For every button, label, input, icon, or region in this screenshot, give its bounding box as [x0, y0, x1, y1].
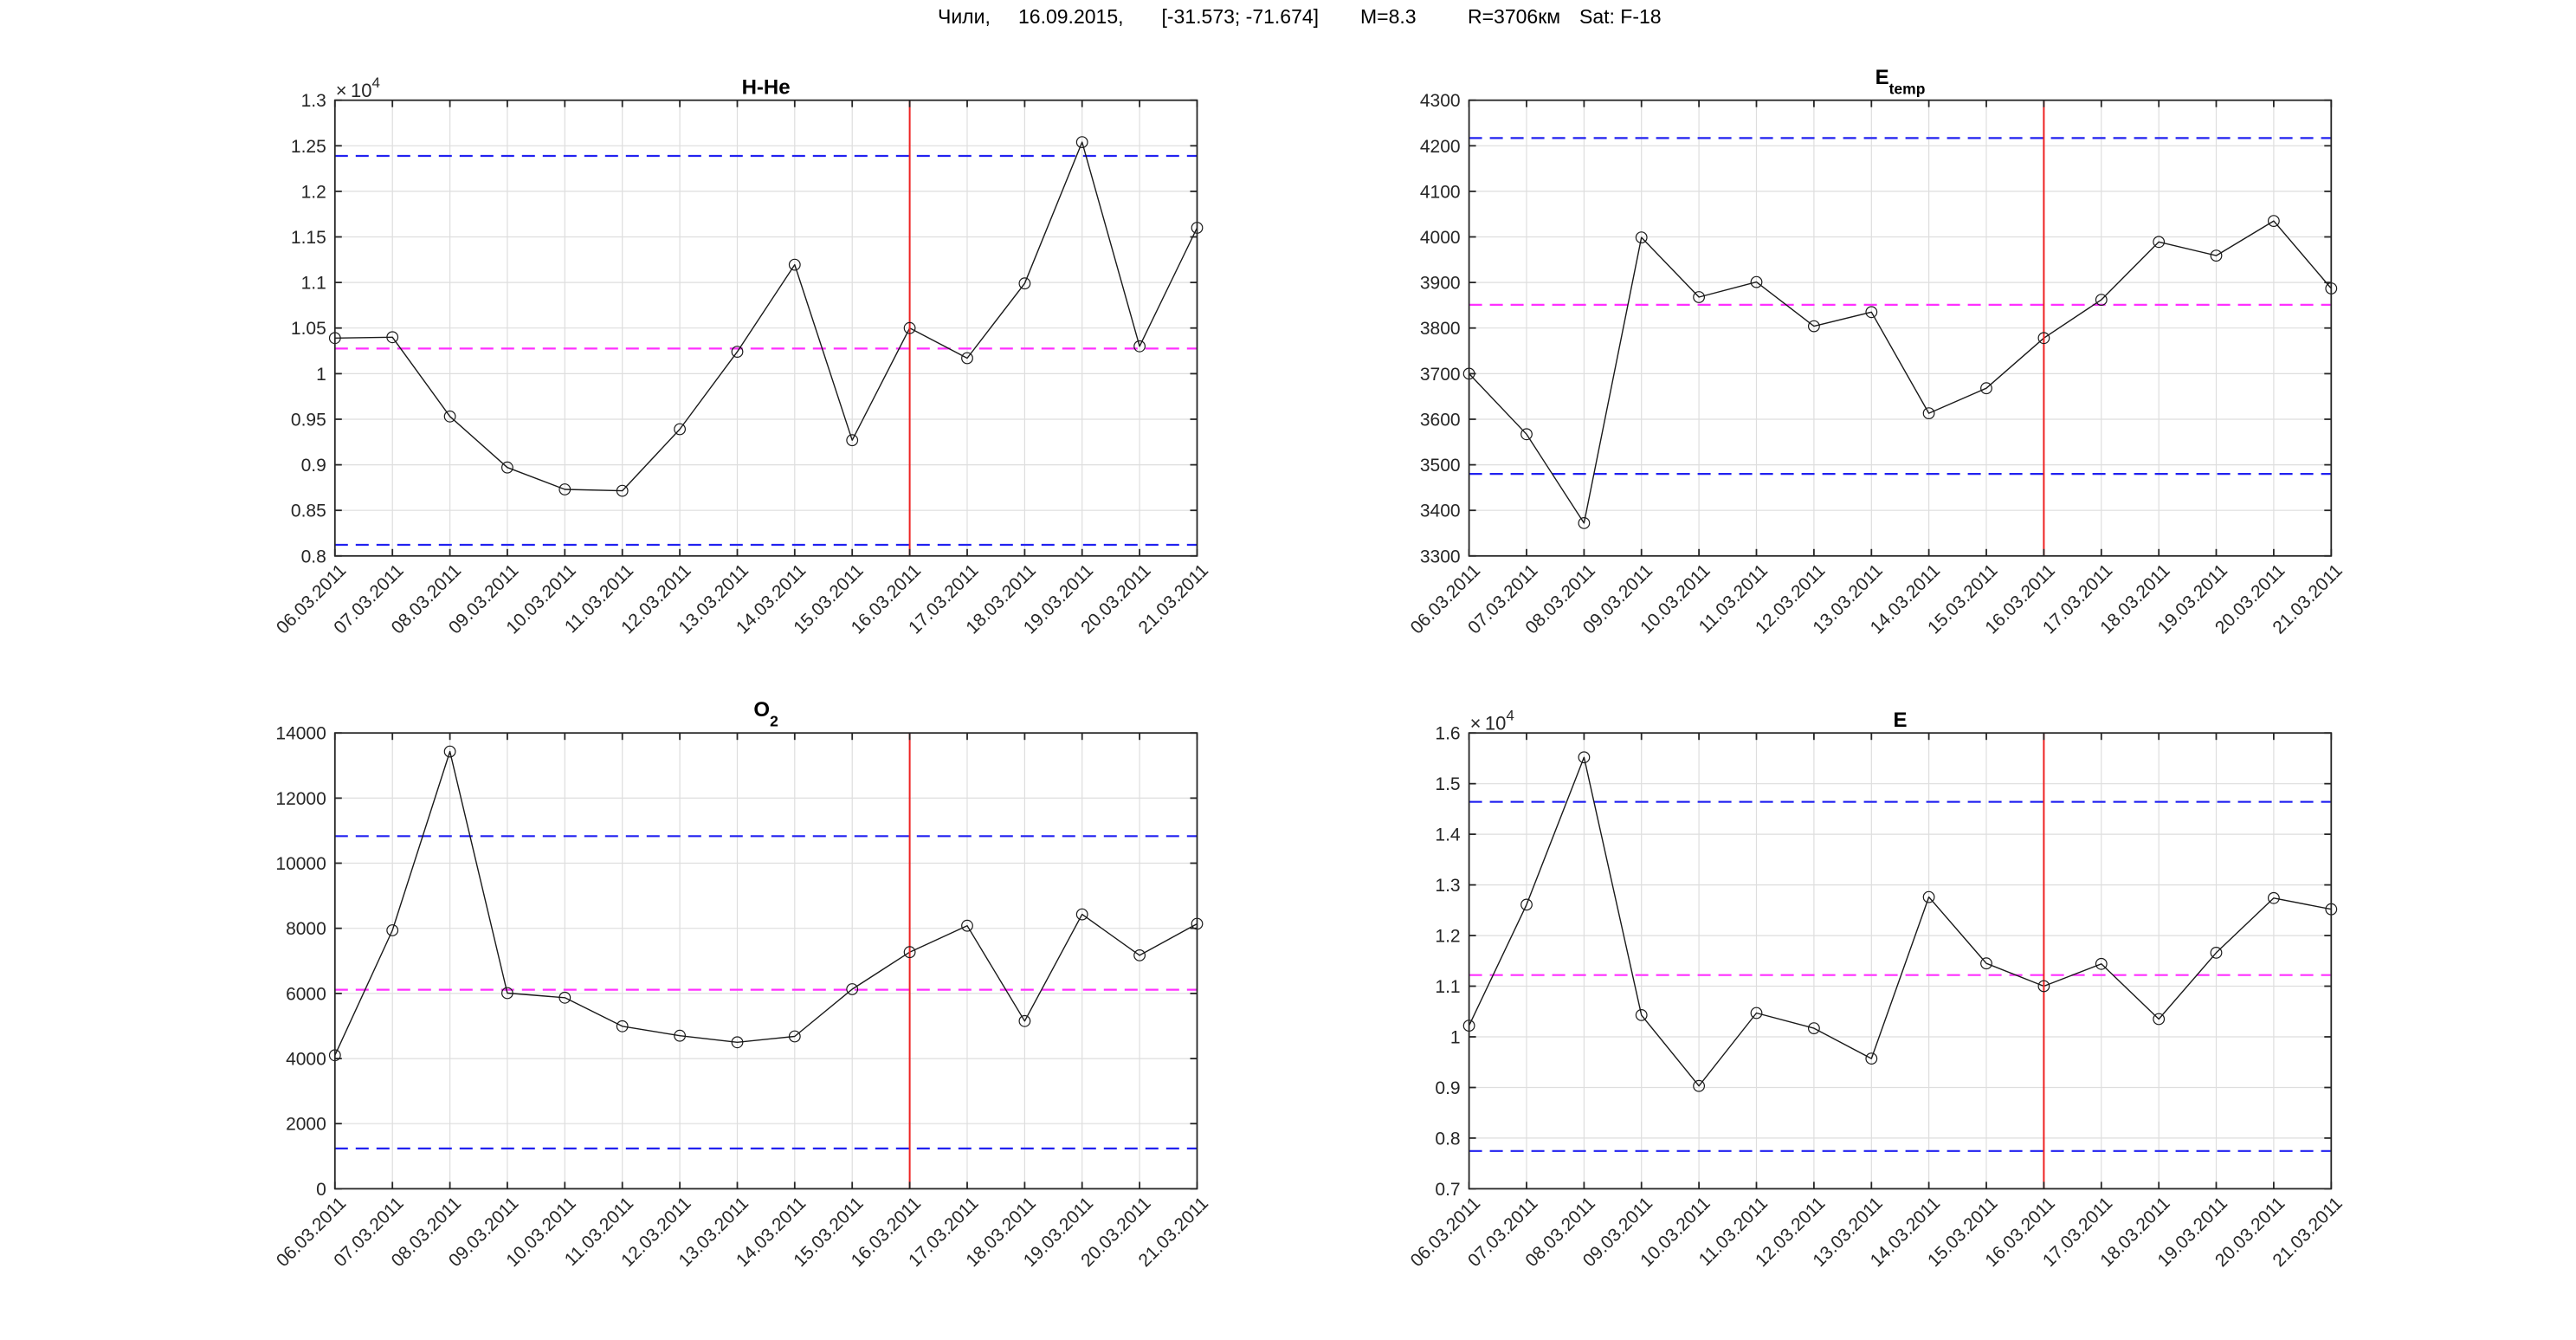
- svg-text:[-31.573; -71.674]: [-31.573; -71.674]: [1162, 5, 1320, 28]
- svg-text:0.95: 0.95: [291, 411, 326, 430]
- svg-text:2000: 2000: [286, 1115, 326, 1135]
- svg-text:3800: 3800: [1420, 319, 1461, 339]
- svg-text:16.09.2015,: 16.09.2015,: [1018, 5, 1124, 28]
- svg-text:4300: 4300: [1420, 91, 1461, 111]
- svg-text:1.1: 1.1: [301, 274, 326, 294]
- svg-text:1.5: 1.5: [1435, 774, 1460, 794]
- svg-text:1.6: 1.6: [1435, 724, 1460, 744]
- svg-text:3300: 3300: [1420, 547, 1461, 566]
- svg-text:1.3: 1.3: [1435, 876, 1460, 896]
- svg-text:1.3: 1.3: [301, 91, 326, 111]
- svg-text:0.9: 0.9: [301, 456, 326, 476]
- svg-text:12000: 12000: [275, 789, 326, 809]
- svg-text:4000: 4000: [1420, 228, 1461, 248]
- svg-text:Etemp: Etemp: [1876, 66, 1926, 97]
- svg-text:8000: 8000: [286, 919, 326, 939]
- svg-text:0.9: 0.9: [1435, 1078, 1460, 1098]
- svg-text:1: 1: [316, 365, 326, 385]
- svg-text:R=3706км: R=3706км: [1468, 5, 1560, 28]
- svg-text:6000: 6000: [286, 984, 326, 1004]
- svg-text:1.15: 1.15: [291, 228, 326, 248]
- svg-text:0.85: 0.85: [291, 502, 326, 521]
- svg-text:0.8: 0.8: [301, 547, 326, 566]
- svg-text:1.2: 1.2: [301, 182, 326, 202]
- svg-text:0: 0: [316, 1180, 326, 1200]
- svg-text:3700: 3700: [1420, 365, 1461, 385]
- svg-text:0.8: 0.8: [1435, 1129, 1460, 1149]
- svg-text:4200: 4200: [1420, 137, 1461, 157]
- svg-text:1.4: 1.4: [1435, 825, 1461, 845]
- svg-text:1.1: 1.1: [1435, 977, 1460, 997]
- svg-text:1: 1: [1450, 1028, 1461, 1048]
- svg-text:1.2: 1.2: [1435, 927, 1460, 947]
- svg-text:Sat: F-18: Sat: F-18: [1579, 5, 1662, 28]
- svg-text:4100: 4100: [1420, 182, 1461, 202]
- svg-text:4000: 4000: [286, 1050, 326, 1070]
- svg-text:3600: 3600: [1420, 411, 1461, 430]
- svg-text:3900: 3900: [1420, 274, 1461, 294]
- svg-text:3400: 3400: [1420, 502, 1461, 521]
- svg-text:3500: 3500: [1420, 456, 1461, 476]
- svg-text:Чили,: Чили,: [938, 5, 991, 28]
- svg-text:1.25: 1.25: [291, 137, 326, 157]
- svg-text:1.05: 1.05: [291, 319, 326, 339]
- svg-text:H-He: H-He: [742, 76, 791, 100]
- svg-text:10000: 10000: [275, 854, 326, 874]
- svg-text:E: E: [1893, 709, 1907, 732]
- svg-text:M=8.3: M=8.3: [1360, 5, 1417, 28]
- svg-text:0.7: 0.7: [1435, 1180, 1460, 1200]
- svg-text:14000: 14000: [275, 724, 326, 744]
